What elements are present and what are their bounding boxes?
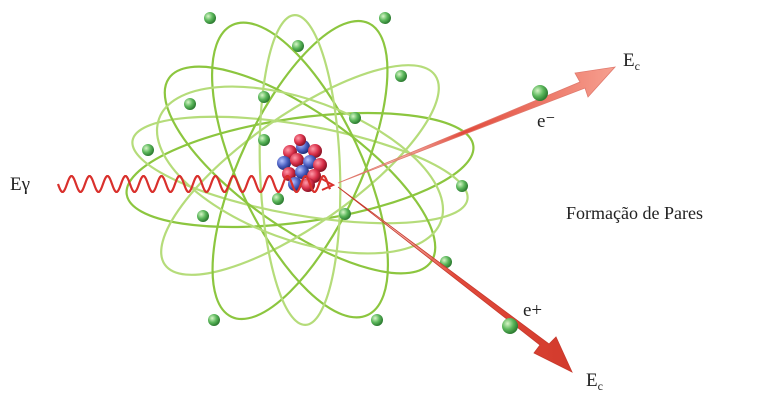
photon-energy-label: Eγ <box>10 174 30 195</box>
electron-ball <box>339 208 351 220</box>
electron-ball <box>258 134 270 146</box>
electron-ball <box>292 40 304 52</box>
electron-ball <box>349 112 361 124</box>
orbit-4 <box>160 64 440 276</box>
electron-ball <box>395 70 407 82</box>
electron-ball <box>272 193 284 205</box>
orbit-7 <box>258 13 342 327</box>
electron-track <box>337 66 617 184</box>
orbit-5 <box>210 21 390 319</box>
orbit-3 <box>163 65 437 275</box>
positron-kinetic-energy-label: Ec <box>586 370 603 393</box>
photon-wave <box>56 175 332 193</box>
electron-ball <box>204 12 216 24</box>
emitted-positron <box>502 318 518 334</box>
electron-ball <box>197 210 209 222</box>
caption: Formação de Pares <box>566 203 703 223</box>
positron-track <box>337 186 573 373</box>
orbits <box>125 13 475 327</box>
electron-ball <box>208 314 220 326</box>
electron-ball <box>379 12 391 24</box>
emitted-electron <box>532 85 548 101</box>
electron-ball <box>456 180 468 192</box>
electron-arrow <box>337 66 617 184</box>
nucleus <box>277 134 327 192</box>
photon-arrowhead <box>321 178 336 191</box>
positron-label: e+ <box>523 300 542 321</box>
electron-ball <box>142 144 154 156</box>
electron-ball <box>258 91 270 103</box>
orbit-2 <box>131 115 469 225</box>
electron-ball <box>184 98 196 110</box>
electron-kinetic-energy-label: Ec <box>623 50 640 73</box>
electron-ball <box>371 314 383 326</box>
positron-arrow <box>337 186 573 373</box>
electron-label: e⁻ <box>537 111 555 132</box>
orbital-electrons <box>142 12 468 326</box>
orbit-8 <box>155 85 445 255</box>
orbit-6 <box>211 19 389 321</box>
orbit-1 <box>125 111 475 229</box>
